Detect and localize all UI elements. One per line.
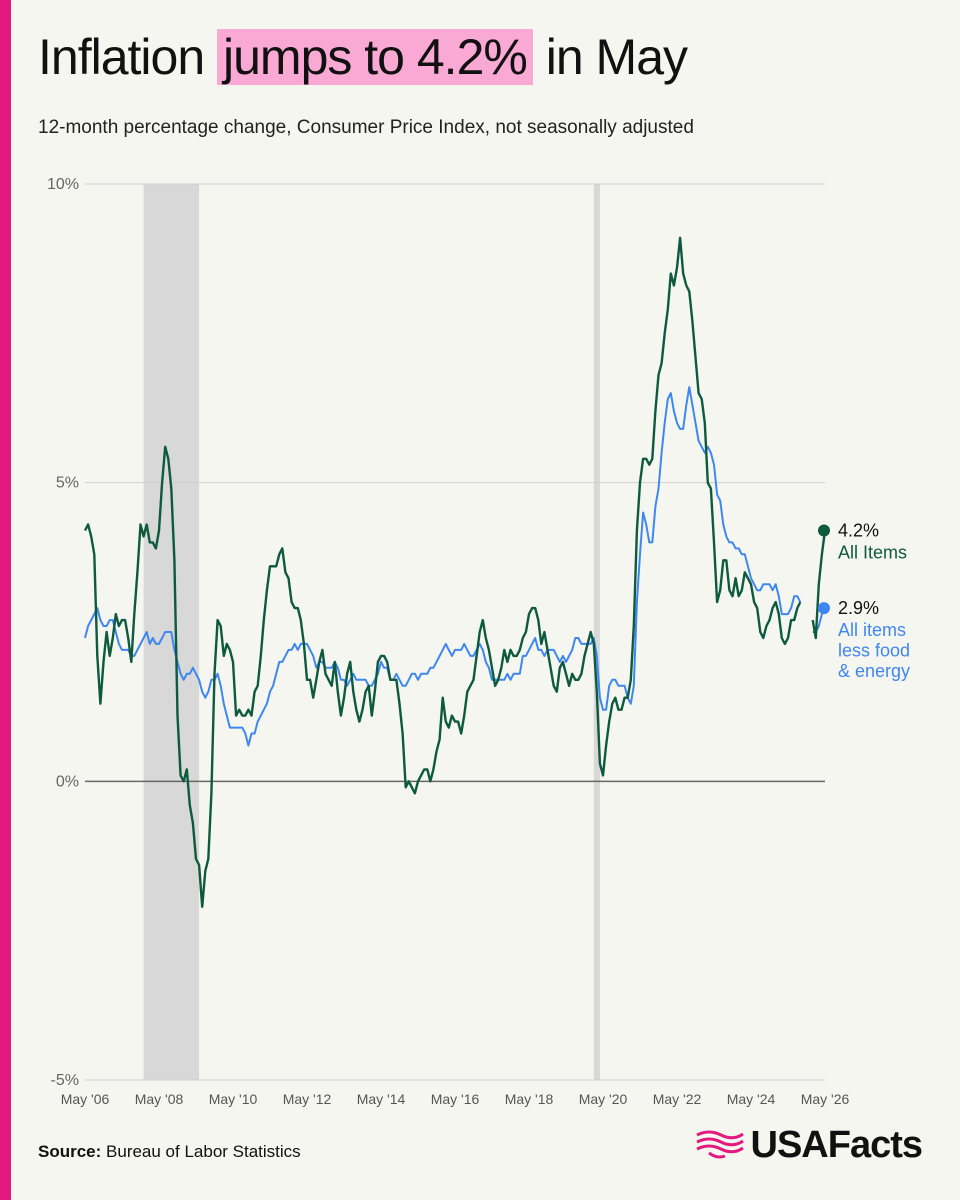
- usafacts-logo: USAFacts: [695, 1124, 923, 1167]
- line-chart: 10%5%0%-5% May '06 May '08 May '10 May '12 M…: [47, 176, 910, 1107]
- end-marker-core: [818, 602, 830, 615]
- series-name-label: All items: [838, 620, 906, 640]
- page-title: Inflation jumps to 4.2% in May: [38, 28, 688, 86]
- series-name-label: & energy: [838, 661, 910, 681]
- logo-text: USAFacts: [750, 1124, 923, 1166]
- title-tail: in May: [532, 29, 688, 85]
- series-name-label: All Items: [838, 542, 907, 562]
- end-marker-all-items: [818, 524, 830, 537]
- chart-subtitle: 12-month percentage change, Consumer Pri…: [38, 117, 694, 138]
- x-tick-label: May '20: [579, 1091, 628, 1107]
- flag-icon: [695, 1130, 744, 1158]
- x-tick-label: May '26: [801, 1091, 850, 1107]
- x-tick-label: May '24: [727, 1091, 776, 1107]
- y-tick-label: 10%: [47, 176, 79, 193]
- x-tick-label: May '14: [357, 1091, 406, 1107]
- x-tick-label: May '22: [653, 1091, 702, 1107]
- x-tick-label: May '16: [431, 1091, 480, 1107]
- y-tick-label: -5%: [51, 1072, 79, 1089]
- title-lead: Inflation: [38, 29, 218, 85]
- series-name-label: less food: [838, 641, 910, 661]
- gridlines: [85, 183, 825, 1081]
- x-axis-ticks: May '06 May '08 May '10 May '12 May '14 May '…: [61, 1091, 850, 1107]
- y-axis-ticks: 10% 5% 0% -5%: [47, 176, 79, 1089]
- x-tick-label: May '10: [209, 1091, 258, 1107]
- source-label: Source:: [38, 1142, 102, 1161]
- recession-band-2: [593, 184, 600, 1080]
- end-value-label: 2.9%: [838, 598, 879, 618]
- y-tick-label: 5%: [56, 475, 79, 492]
- x-tick-label: May '12: [283, 1091, 332, 1107]
- recession-bands: [143, 184, 600, 1080]
- series-line-all-items: [83, 236, 827, 908]
- y-tick-label: 0%: [56, 773, 79, 790]
- end-value-label: 4.2%: [838, 520, 879, 540]
- source-text: Bureau of Labor Statistics: [101, 1142, 301, 1161]
- x-tick-label: May '08: [135, 1091, 184, 1107]
- source-note: Source: Bureau of Labor Statistics: [38, 1142, 301, 1162]
- x-tick-label: May '06: [61, 1091, 110, 1107]
- accent-bar: [0, 0, 11, 1200]
- x-tick-label: May '18: [505, 1091, 554, 1107]
- title-highlight: jumps to 4.2%: [217, 29, 533, 85]
